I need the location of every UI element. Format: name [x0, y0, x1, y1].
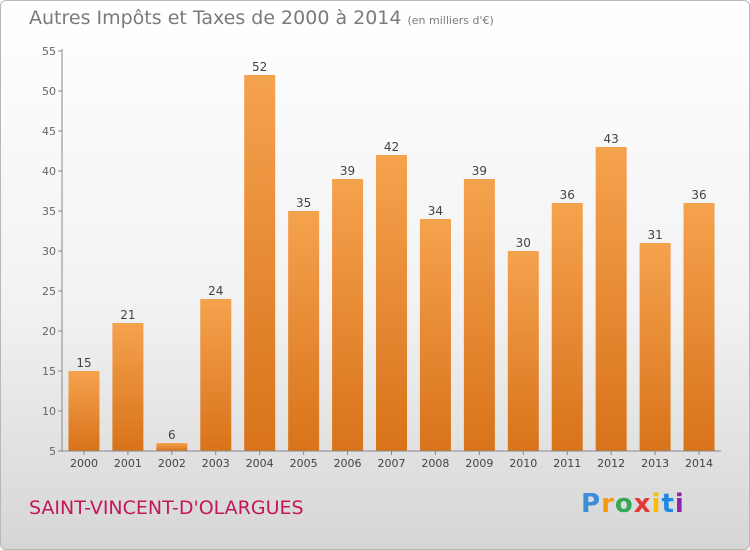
bar-2006	[332, 179, 364, 451]
y-tick-label: 5	[49, 445, 56, 458]
x-tick-label: 2001	[114, 457, 142, 470]
bar-2002	[156, 443, 188, 451]
bars: 15 21 6 24 52 35 39 42 34 39 30 36 43 31 36	[68, 60, 715, 451]
bar-value-label: 30	[516, 236, 531, 250]
bar-2004	[244, 75, 276, 451]
bar-value-label: 31	[647, 228, 662, 242]
bar-2012	[595, 147, 627, 451]
x-tick-label: 2005	[290, 457, 318, 470]
city-name: SAINT-VINCENT-D'OLARGUES	[29, 497, 304, 519]
x-tick-label: 2003	[202, 457, 230, 470]
bar-2003	[200, 299, 232, 451]
bar-value-label: 21	[120, 308, 135, 322]
bar-value-label: 6	[168, 428, 176, 442]
y-tick-label: 25	[42, 285, 56, 298]
y-tick-label: 40	[42, 165, 56, 178]
bar-2014	[683, 203, 715, 451]
bar-value-label: 42	[384, 140, 399, 154]
x-tick-label: 2012	[597, 457, 625, 470]
bar-value-label: 35	[296, 196, 311, 210]
chart-title: Autres Impôts et Taxes de 2000 à 2014 (en…	[29, 7, 494, 29]
chart-unit: (en milliers d'€)	[407, 14, 494, 27]
y-tick-label: 50	[42, 85, 56, 98]
x-tick-label: 2006	[334, 457, 362, 470]
bar-2007	[376, 155, 407, 451]
bar-value-label: 24	[208, 284, 223, 298]
bar-value-label: 15	[76, 356, 91, 370]
bar-value-label: 36	[691, 188, 706, 202]
y-tick-label: 45	[42, 125, 56, 138]
x-tick-label: 2007	[378, 457, 406, 470]
bar-value-label: 43	[604, 132, 619, 146]
y-tick-label: 20	[42, 325, 56, 338]
x-tick-label: 2002	[158, 457, 186, 470]
x-tick-label: 2011	[553, 457, 581, 470]
proxiti-logo[interactable]: Proxiti	[581, 489, 685, 519]
y-tick-label: 35	[42, 205, 56, 218]
bar-value-label: 39	[472, 164, 487, 178]
y-tick-label: 55	[42, 45, 56, 58]
bar-2000	[68, 371, 100, 451]
bar-value-label: 39	[340, 164, 355, 178]
bar-2011	[551, 203, 583, 451]
bar-2010	[507, 251, 539, 451]
y-tick-label: 30	[42, 245, 56, 258]
bar-2013	[639, 243, 671, 451]
bar-value-label: 52	[252, 60, 267, 74]
x-tick-label: 2014	[685, 457, 713, 470]
y-tick-label: 15	[42, 365, 56, 378]
y-axis: 5 10 15 20 25 30 35 40 45 50 55	[42, 45, 63, 458]
x-tick-label: 2008	[421, 457, 449, 470]
bar-2008	[419, 219, 451, 451]
chart-title-text: Autres Impôts et Taxes de 2000 à 2014	[29, 7, 402, 29]
bar-2009	[463, 179, 495, 451]
bar-2005	[288, 211, 320, 451]
bar-2001	[112, 323, 144, 451]
y-tick-label: 10	[42, 405, 56, 418]
x-tick-label: 2000	[70, 457, 98, 470]
x-tick-label: 2004	[246, 457, 274, 470]
bar-value-label: 36	[560, 188, 575, 202]
x-tick-label: 2009	[465, 457, 493, 470]
x-tick-label: 2010	[509, 457, 537, 470]
x-tick-label: 2013	[641, 457, 669, 470]
x-axis: 2000 2001 2002 2003 2004 2005 2006 2007 2008 2009…	[62, 450, 721, 470]
bar-value-label: 34	[428, 204, 443, 218]
